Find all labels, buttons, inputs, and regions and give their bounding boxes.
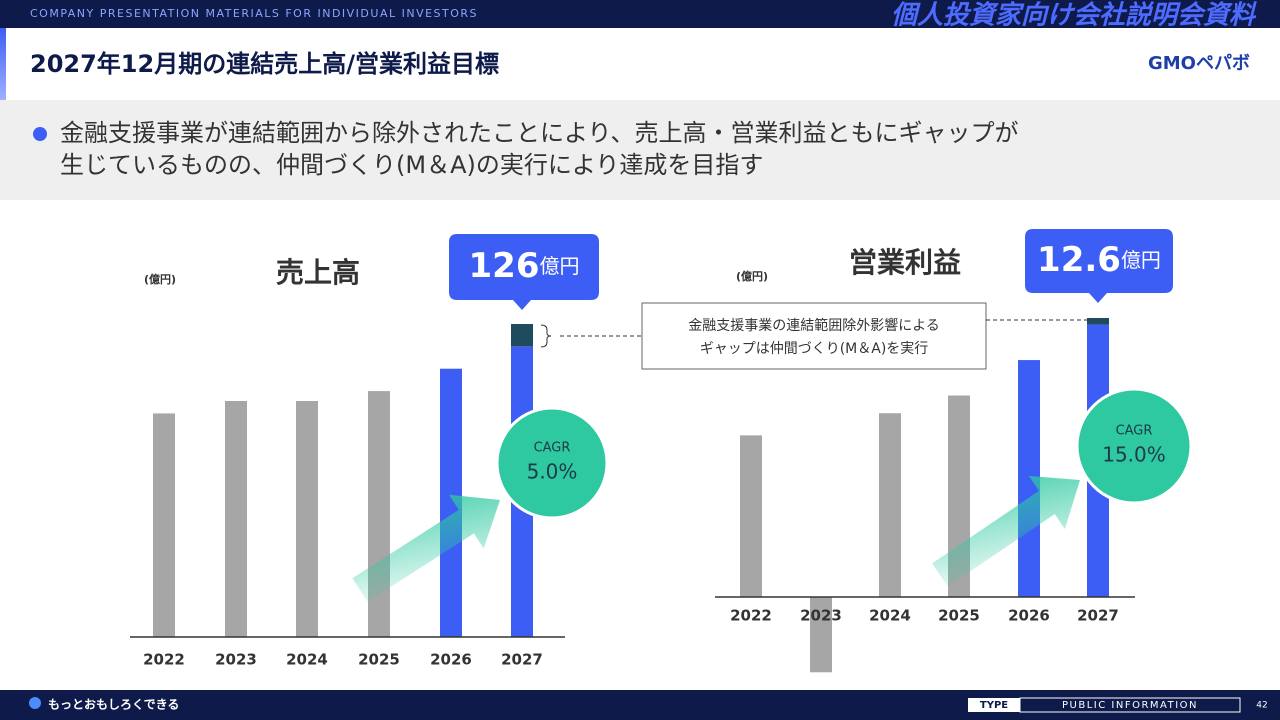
x-tick-label: 2024: [286, 651, 328, 669]
info-badge: [1019, 697, 1241, 713]
chart-title: 営業利益: [849, 246, 961, 279]
bar: [511, 324, 533, 347]
x-tick-label: 2026: [430, 651, 472, 669]
bullet-line: 金融支援事業が連結範囲から除外されたことにより、売上高・営業利益ともにギャップが: [60, 119, 1019, 147]
page-number: 42: [1256, 701, 1267, 711]
banner-jp: 個人投資家向け会社説明会資料: [891, 1, 1257, 31]
cagr-circle: [495, 406, 609, 520]
bar: [440, 368, 462, 637]
cagr-value: 5.0%: [527, 460, 578, 484]
note-box: [641, 302, 987, 370]
cagr-label: CAGR: [534, 441, 571, 456]
bar: [740, 435, 762, 597]
cagr-label: CAGR: [1116, 424, 1153, 439]
callout-text: 126億円: [469, 246, 580, 286]
unit-label: (億円): [736, 269, 768, 283]
callout-unit: 億円: [539, 254, 579, 278]
note-text: 金融支援事業の連結範囲除外影響による: [688, 317, 940, 334]
x-tick-label: 2022: [730, 607, 772, 625]
bullet-band: [0, 100, 1280, 200]
cagr-value: 15.0%: [1102, 443, 1166, 467]
bullet-line: 生じているものの、仲間づくり(M＆A)の実行により達成を目指す: [60, 151, 763, 179]
trend-arrow: [352, 494, 500, 602]
brace: [540, 324, 552, 348]
bar: [153, 413, 175, 637]
callout-value: 12.6: [1037, 240, 1121, 280]
x-tick-label: 2027: [501, 651, 543, 669]
x-tick-label: 2023: [800, 607, 842, 625]
unit-label: (億円): [144, 272, 176, 286]
x-tick-label: 2023: [215, 651, 257, 669]
callout-value: 126: [469, 246, 540, 286]
banner-text: COMPANY PRESENTATION MATERIALS FOR INDIV…: [30, 7, 478, 20]
x-tick-label: 2025: [358, 651, 400, 669]
logo: GMOペパボ: [1148, 53, 1250, 74]
x-tick-label: 2024: [869, 607, 911, 625]
note-text: ギャップは仲間づくり(M＆A)を実行: [700, 341, 929, 357]
bar: [225, 401, 247, 637]
bar: [368, 391, 390, 637]
type-label: TYPE: [980, 700, 1008, 711]
cagr-circle: [1075, 387, 1193, 505]
top-banner: [0, 0, 1280, 28]
chart-title: 売上高: [276, 256, 360, 289]
x-tick-label: 2025: [938, 607, 980, 625]
bar: [296, 401, 318, 637]
footer-band: [0, 690, 1280, 720]
bar: [879, 413, 901, 597]
info-label: PUBLIC INFORMATION: [1062, 700, 1198, 711]
x-tick-label: 2022: [143, 651, 185, 669]
x-tick-label: 2027: [1077, 607, 1119, 625]
title-stripe: [0, 28, 6, 100]
bullet-dot: [33, 127, 47, 141]
trend-arrow: [932, 475, 1080, 587]
callout-text: 12.6億円: [1037, 240, 1161, 280]
bar: [1018, 360, 1040, 597]
footer-icon: [29, 697, 41, 709]
callout-unit: 億円: [1121, 248, 1161, 272]
bar: [810, 597, 832, 673]
footer-slogan: もっとおもしろくできる: [48, 698, 179, 712]
x-tick-label: 2026: [1008, 607, 1050, 625]
callout-box: [449, 234, 599, 310]
type-badge: [968, 698, 1020, 712]
slide-title: 2027年12月期の連結売上高/営業利益目標: [30, 50, 499, 78]
bar: [1087, 318, 1109, 325]
callout-box: [1025, 229, 1173, 303]
